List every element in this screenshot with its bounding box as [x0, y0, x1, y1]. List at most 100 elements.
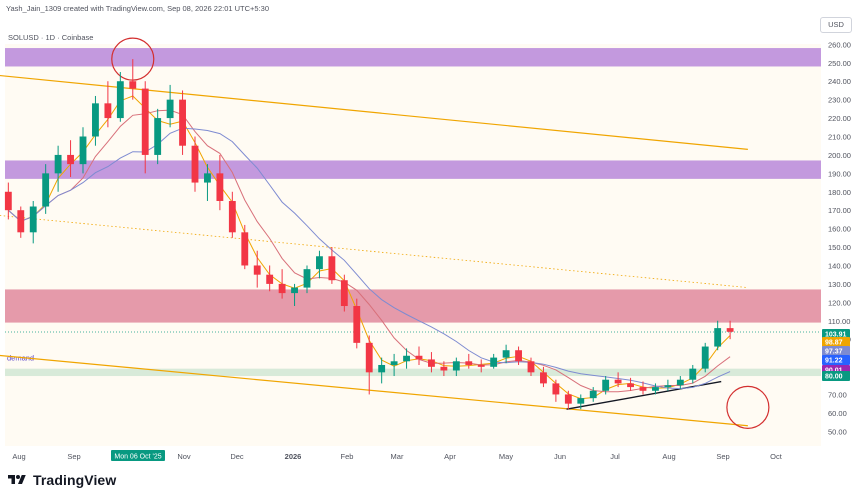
candle-body: [614, 379, 622, 384]
candle-body: [179, 99, 186, 146]
channel-mid-line: [0, 215, 748, 288]
candle-body: [415, 355, 423, 360]
candle-body: [328, 256, 336, 281]
candle-body: [639, 387, 647, 391]
candle-body: [353, 306, 361, 343]
candle-body: [241, 232, 249, 266]
candle-body: [577, 398, 585, 404]
candle-body: [701, 346, 709, 369]
candle-body: [129, 81, 137, 89]
price-tag-label: 103.91: [825, 332, 847, 339]
candle-body: [253, 265, 261, 275]
author-credit: Yash_Jain_1309 created with TradingView.…: [6, 4, 270, 13]
candle-body: [204, 173, 211, 183]
candle-body: [291, 287, 298, 294]
candle-body: [428, 359, 435, 367]
price-tick-label: 220.00: [828, 114, 851, 123]
price-tick-label: 110.00: [828, 317, 850, 326]
price-tick-label: 170.00: [828, 206, 851, 215]
time-tick-label: Mar: [391, 452, 404, 461]
time-tick-label: Dec: [230, 452, 244, 461]
price-tag-label: 91.22: [825, 358, 843, 365]
price-tag: [822, 371, 850, 381]
annotation-circle: [726, 385, 770, 429]
time-tick-label: Oct: [770, 452, 783, 461]
candle-body: [67, 154, 74, 165]
candle-body: [390, 361, 398, 365]
price-tick-label: 130.00: [828, 280, 851, 289]
zone-label: demand: [7, 354, 34, 363]
candle-body: [29, 206, 37, 233]
candle-body: [340, 280, 348, 307]
price-tick-label: 180.00: [828, 188, 851, 197]
candle-body: [502, 350, 510, 358]
candle-body: [540, 372, 547, 384]
candle-body: [465, 361, 473, 365]
candle-body: [515, 350, 522, 362]
price-tag-label: 98.87: [825, 340, 843, 347]
candle-body: [490, 357, 498, 367]
candle-body: [676, 379, 684, 386]
supply-zone: [5, 160, 821, 179]
price-tick-label: 260.00: [828, 40, 851, 49]
candle-layer: [4, 59, 734, 410]
time-tick-label: Aug: [662, 452, 675, 461]
candle-body: [216, 173, 224, 201]
price-tick-label: 120.00: [828, 298, 851, 307]
price-tick-label: 190.00: [828, 169, 851, 178]
time-tick-label: May: [499, 452, 513, 461]
candle-body: [627, 383, 634, 388]
candle-body: [726, 328, 734, 332]
price-tick-label: 240.00: [828, 77, 851, 86]
price-tick-label: 150.00: [828, 243, 851, 252]
candle-body: [116, 81, 124, 119]
candle-body: [440, 366, 448, 371]
price-tick-label: 230.00: [828, 96, 851, 105]
time-tick-label: Nov: [177, 452, 191, 461]
demand-zone: [5, 368, 821, 377]
price-tick-label: 160.00: [828, 225, 851, 234]
candle-body: [664, 385, 672, 388]
candle-body: [589, 390, 597, 399]
price-tick-label: 200.00: [828, 151, 851, 160]
time-tick-label: Sep: [716, 452, 729, 461]
candle-body: [278, 283, 286, 294]
candle-body: [104, 103, 112, 119]
price-tick-label: 210.00: [828, 133, 851, 142]
candle-body: [17, 210, 25, 233]
time-axis: Aug Sep Mon 06 Oct '25 Nov Dec 2026 Feb Mar Apr M…: [12, 450, 783, 461]
candle-body: [191, 145, 199, 183]
candle-body: [365, 342, 373, 373]
candle-body: [79, 136, 87, 165]
candle-body: [714, 328, 722, 347]
price-tick-label: 60.00: [828, 409, 847, 418]
crosshair-date-badge: [111, 450, 165, 461]
price-tag: [822, 337, 850, 347]
time-tick-label: 2026: [285, 452, 302, 461]
currency-button[interactable]: USD: [820, 17, 852, 33]
candle-body: [141, 88, 149, 155]
time-tick-label: Feb: [341, 452, 354, 461]
candle-body: [527, 361, 535, 373]
time-tick-label: Sep: [67, 452, 80, 461]
brand-name: TradingView: [33, 472, 117, 488]
candle-body: [228, 200, 236, 233]
time-tick-label: Aug: [12, 452, 25, 461]
price-tag: [822, 329, 850, 339]
candle-body: [4, 191, 12, 211]
candle-body: [452, 361, 460, 371]
tradingview-brand[interactable]: TradingView: [6, 472, 116, 488]
crosshair-date-label: Mon 06 Oct '25: [114, 454, 161, 461]
candle-body: [689, 368, 697, 380]
price-tick-label: 50.00: [828, 427, 847, 436]
candle-body: [266, 274, 274, 284]
time-tick-label: Jun: [554, 452, 566, 461]
time-tick-label: Jul: [610, 452, 620, 461]
resistance-zone: [5, 289, 821, 323]
candle-body: [92, 103, 99, 137]
price-tag: [822, 346, 850, 356]
symbol-legend[interactable]: SOLUSD · 1D · Coinbase: [8, 33, 94, 42]
candle-body: [303, 269, 311, 288]
channel-upper-line: [0, 74, 748, 150]
